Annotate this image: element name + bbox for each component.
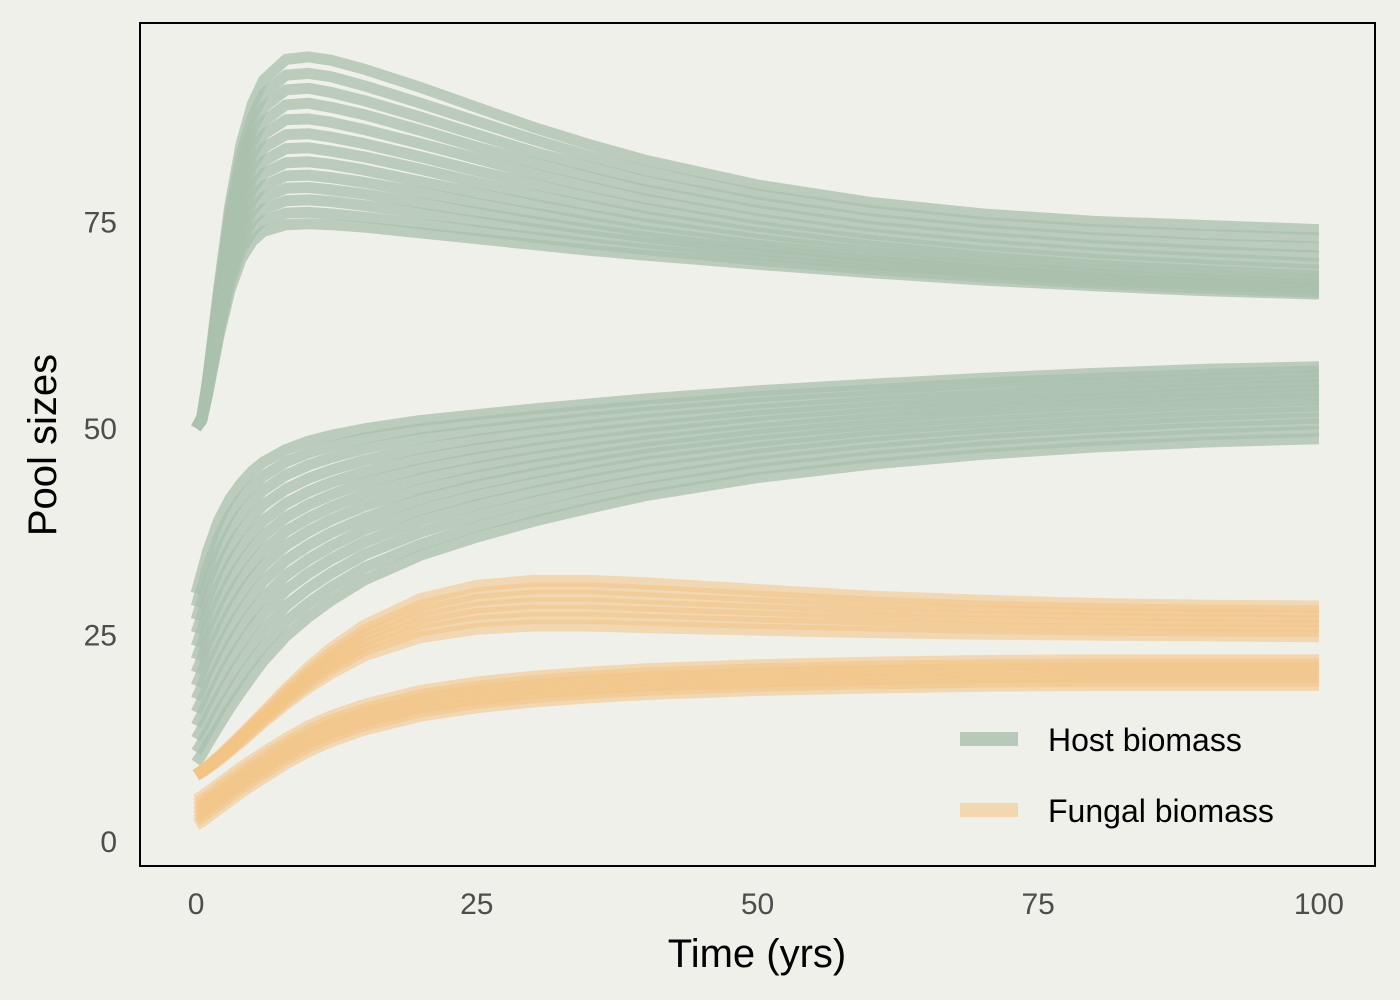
y-tick-label: 75	[84, 206, 117, 239]
x-tick-label: 75	[1021, 888, 1054, 921]
series-line-3-6	[193, 679, 1319, 830]
x-axis-title: Time (yrs)	[668, 932, 846, 976]
y-tick-label: 25	[84, 620, 117, 653]
series-line-1-6	[191, 389, 1320, 675]
x-tick-label: 100	[1294, 888, 1344, 921]
series-line-1-10	[191, 412, 1320, 729]
series-line-1-9	[191, 405, 1320, 715]
legend-fungal-swatch	[960, 803, 1018, 817]
y-tick-label: 50	[84, 413, 117, 446]
series-line-1-1	[190, 365, 1320, 609]
series-line-1-12	[191, 425, 1320, 755]
series-line-1-7	[191, 394, 1320, 688]
legend-fungal-label: Fungal biomass	[1048, 793, 1274, 829]
legend: Host biomass Fungal biomass	[960, 722, 1274, 829]
x-tick-label: 25	[460, 888, 493, 921]
x-tick-label: 50	[741, 888, 774, 921]
plot-frame	[139, 22, 1376, 867]
series-line-1-13	[191, 433, 1320, 766]
series-line-0-12	[191, 218, 1320, 432]
series-line-1-2	[190, 370, 1320, 622]
series-line-1-4	[190, 379, 1320, 649]
series-layer	[190, 51, 1320, 830]
x-axis-ticks: 0 25 50 75 100	[188, 888, 1344, 921]
y-tick-label: 0	[100, 826, 117, 859]
y-axis-title: Pool sizes	[21, 354, 65, 536]
series-line-1-8	[191, 400, 1320, 702]
series-line-2-6	[193, 619, 1319, 781]
series-line-1-11	[191, 418, 1320, 742]
series-line-1-3	[190, 375, 1320, 635]
x-tick-label: 0	[188, 888, 205, 921]
y-axis-ticks: 0 25 50 75	[84, 206, 117, 859]
legend-host-swatch	[960, 732, 1018, 746]
legend-host-label: Host biomass	[1048, 722, 1242, 758]
